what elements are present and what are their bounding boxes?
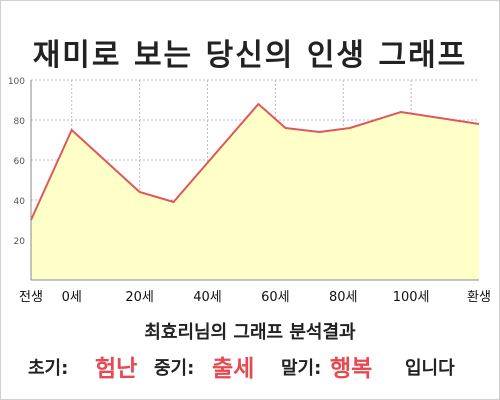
early-value: 험난 bbox=[95, 356, 138, 382]
verdict-ending: 입니다 bbox=[405, 358, 455, 379]
x-tick-label: 100세 bbox=[393, 290, 430, 305]
x-tick-label: 환생 bbox=[467, 290, 491, 305]
y-tick-label: 40 bbox=[14, 197, 26, 207]
y-tick-labels: 20 40 60 80 100 bbox=[8, 77, 25, 247]
y-tick-label: 80 bbox=[14, 117, 26, 127]
x-tick-label: 60세 bbox=[261, 290, 290, 305]
y-tick-label: 60 bbox=[14, 157, 26, 167]
x-tick-labels: 전생 0세 20세 40세 60세 80세 100세 환생 bbox=[19, 290, 491, 305]
chart-title: 재미로 보는 당신의 인생 그래프 bbox=[32, 38, 468, 73]
mid-label: 중기: bbox=[154, 358, 195, 379]
y-tick-label: 100 bbox=[8, 77, 25, 87]
series-line bbox=[30, 102, 480, 221]
mid-value: 출세 bbox=[212, 356, 255, 382]
analysis-verdict: 초기: 험난 중기: 출세 말기: 행복 입니다 bbox=[0, 348, 500, 382]
x-tick-label: 0세 bbox=[62, 290, 82, 305]
axes bbox=[30, 80, 479, 281]
area-fill bbox=[31, 104, 479, 280]
x-tick-label: 80세 bbox=[329, 290, 358, 305]
late-label: 말기: bbox=[281, 358, 322, 379]
early-label: 초기: bbox=[28, 358, 69, 379]
late-value: 행복 bbox=[330, 356, 373, 382]
x-tick-label: 20세 bbox=[125, 290, 154, 305]
x-tick-label: 40세 bbox=[193, 290, 222, 305]
x-tick-label: 전생 bbox=[19, 290, 43, 305]
y-tick-label: 20 bbox=[14, 237, 26, 247]
analysis-summary: 최효리님의 그래프 분석결과 bbox=[144, 322, 356, 343]
